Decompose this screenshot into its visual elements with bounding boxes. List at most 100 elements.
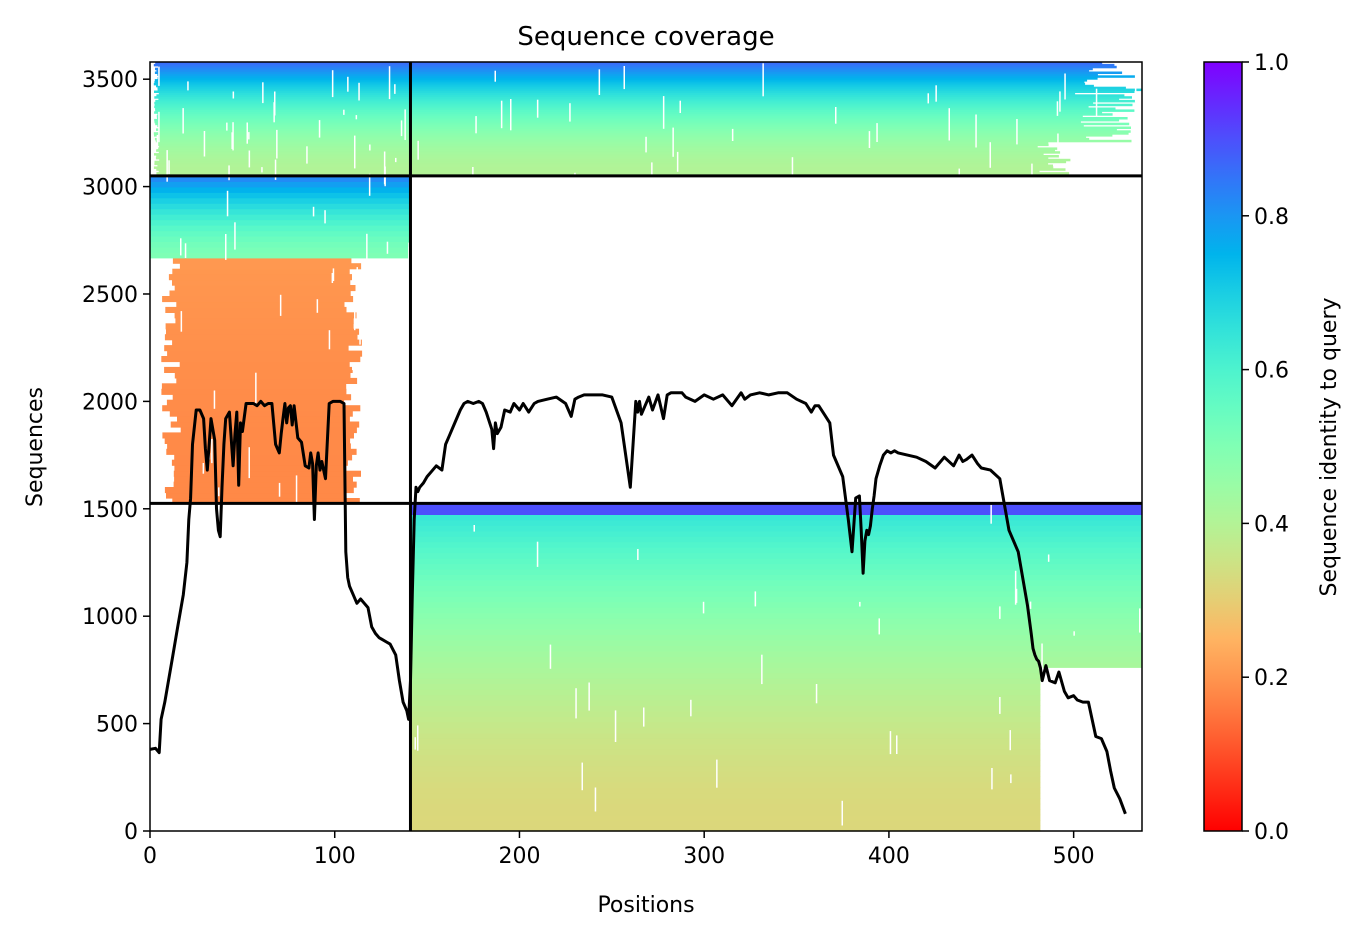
heatmap-row — [150, 230, 411, 237]
heatmap-row — [410, 568, 1142, 575]
gap-mark — [662, 96, 665, 129]
gap-mark — [388, 66, 391, 100]
heatmap-row — [410, 115, 1083, 118]
x-tick-label: 200 — [498, 844, 540, 869]
heatmap-row — [410, 825, 1041, 832]
heatmap-row — [154, 103, 411, 107]
heatmap-row — [164, 487, 354, 494]
gap-mark — [248, 150, 251, 168]
gap-mark — [889, 731, 892, 755]
gap-mark — [228, 165, 230, 181]
gap-mark — [510, 99, 512, 131]
heatmap-row — [410, 113, 1113, 116]
heatmap-row — [410, 629, 1142, 636]
gap-mark — [549, 644, 552, 669]
heatmap-row — [165, 306, 347, 313]
heatmap-row — [150, 175, 411, 182]
heatmap-row — [174, 454, 353, 461]
gap-mark — [408, 242, 410, 271]
gap-mark — [716, 759, 718, 788]
heatmap-row — [176, 377, 358, 384]
gap-mark — [588, 682, 590, 711]
heatmap-row — [410, 563, 1142, 570]
heatmap-row — [410, 705, 1041, 712]
y-tick-label: 2000 — [82, 390, 138, 415]
heatmap-row — [410, 787, 1041, 794]
heatmap-row — [162, 296, 354, 303]
heatmap-row — [410, 596, 1142, 603]
heatmap-row — [410, 809, 1041, 816]
heatmap-row — [150, 214, 411, 221]
heatmap-row — [410, 798, 1041, 805]
gap-mark — [180, 311, 183, 332]
gap-mark — [417, 140, 419, 160]
gap-mark — [500, 100, 503, 129]
heatmap-row — [155, 156, 411, 160]
heatmap-row — [410, 98, 1120, 101]
gap-mark — [166, 150, 168, 182]
gap-mark — [645, 136, 647, 153]
heatmap-row — [410, 732, 1041, 739]
heatmap-row — [157, 86, 411, 90]
heatmap-row — [410, 62, 1103, 65]
colorbar-gradient — [1203, 61, 1243, 832]
heatmap-row — [154, 160, 411, 164]
gap-mark — [1095, 88, 1098, 117]
gap-mark — [354, 307, 356, 331]
gap-mark — [536, 99, 539, 118]
heatmap-row — [154, 79, 411, 82]
gap-mark — [637, 549, 639, 560]
heatmap-row — [410, 770, 1041, 777]
gap-mark — [868, 131, 871, 148]
gap-mark — [575, 688, 577, 719]
gap-mark — [754, 591, 757, 607]
heatmap-row — [410, 716, 1041, 723]
x-tick-label: 300 — [683, 844, 725, 869]
heatmap-row — [410, 623, 1142, 630]
heatmap-row — [410, 710, 1041, 717]
heatmap-row — [161, 388, 347, 395]
gap-mark — [383, 151, 386, 185]
gap-mark — [182, 108, 184, 134]
heatmap-row — [165, 323, 354, 330]
gap-mark — [672, 127, 674, 157]
gap-mark — [397, 331, 400, 362]
gap-mark — [168, 160, 170, 175]
gap-mark — [355, 115, 358, 120]
gap-mark — [180, 238, 182, 256]
gap-mark — [354, 135, 356, 169]
colorbar-label: Sequence identity to query — [1317, 297, 1342, 596]
gap-mark — [1059, 91, 1061, 112]
gap-mark — [473, 525, 475, 532]
gap-mark — [1056, 101, 1059, 116]
gap-mark — [475, 116, 477, 134]
gap-mark — [352, 364, 354, 371]
x-tick-label: 500 — [1053, 844, 1095, 869]
heatmap-row — [176, 301, 345, 308]
heatmap-row — [410, 683, 1041, 690]
gap-mark — [935, 85, 937, 102]
heatmap-row — [156, 128, 411, 131]
heatmap-row — [410, 77, 1098, 80]
x-tick-label: 400 — [868, 844, 910, 869]
heatmap-row — [410, 69, 1090, 73]
heatmap-row — [410, 79, 1088, 82]
gap-mark — [896, 735, 898, 754]
heatmap-row — [410, 149, 1055, 152]
heatmap-row — [410, 672, 1041, 679]
heatmap-row — [410, 73, 1098, 76]
heatmap-row — [172, 498, 360, 505]
heatmap-row — [172, 394, 352, 401]
gap-mark — [574, 172, 576, 206]
heatmap-row — [153, 63, 411, 67]
gap-mark — [261, 167, 263, 173]
gap-mark — [1015, 588, 1018, 603]
heatmap-row — [157, 124, 411, 128]
heatmap-row — [156, 69, 411, 73]
chart-title: Sequence coverage — [517, 22, 774, 52]
heatmap-row — [410, 781, 1041, 788]
coverage-line-layer — [149, 391, 1127, 815]
gap-mark — [417, 725, 419, 751]
heatmap-row — [410, 760, 1041, 767]
